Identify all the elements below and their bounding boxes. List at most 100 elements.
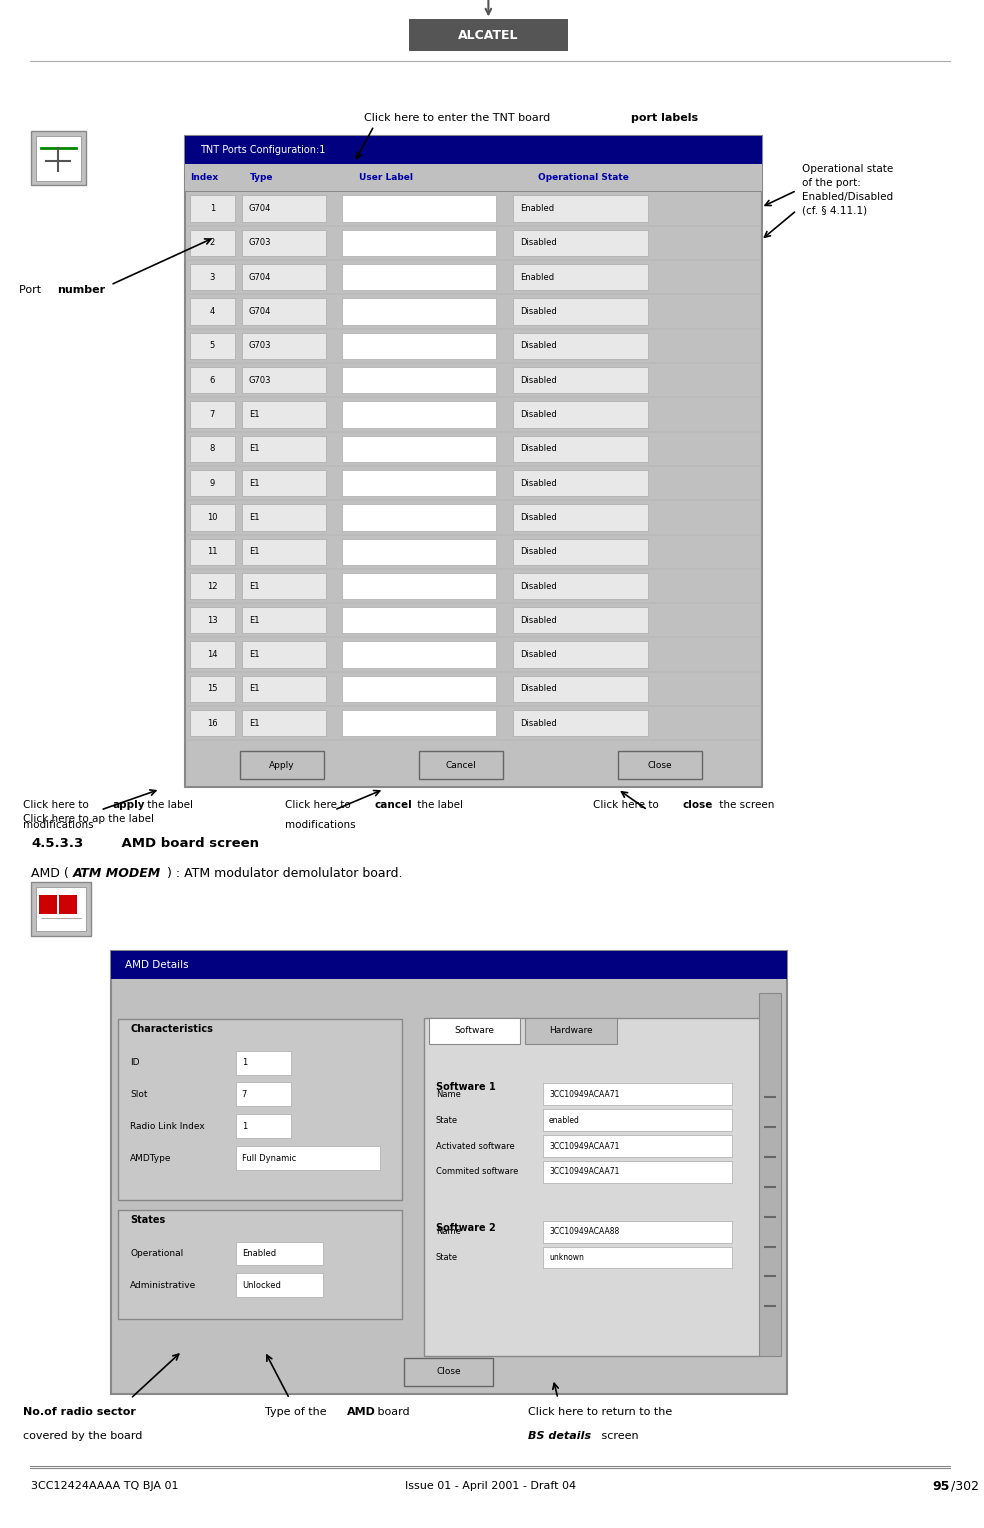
Text: 3CC12424AAAA TQ BJA 01: 3CC12424AAAA TQ BJA 01 <box>31 1481 178 1491</box>
Text: 5: 5 <box>210 341 215 350</box>
Text: 1: 1 <box>242 1057 247 1067</box>
Bar <box>342 367 496 393</box>
Bar <box>514 504 647 530</box>
Bar <box>36 886 86 932</box>
Bar <box>342 642 496 668</box>
Bar <box>424 1018 760 1355</box>
Text: E1: E1 <box>249 445 259 454</box>
Text: Disabled: Disabled <box>521 513 557 523</box>
Bar <box>118 1210 401 1319</box>
Bar <box>514 675 647 701</box>
Text: E1: E1 <box>249 718 259 727</box>
Text: Name: Name <box>436 1227 461 1236</box>
Bar <box>31 131 86 185</box>
Text: AMD (: AMD ( <box>31 866 69 880</box>
Text: E1: E1 <box>249 410 259 419</box>
Text: Type of the: Type of the <box>265 1407 330 1416</box>
Bar <box>408 20 568 52</box>
Bar <box>185 136 762 163</box>
Text: Disabled: Disabled <box>521 582 557 590</box>
Text: Commited software: Commited software <box>436 1167 518 1177</box>
Bar <box>190 675 235 701</box>
Text: Enabled: Enabled <box>242 1248 276 1258</box>
Text: Characteristics: Characteristics <box>131 1024 214 1034</box>
Bar <box>187 295 760 329</box>
Bar <box>242 196 327 222</box>
Bar <box>190 573 235 599</box>
Bar <box>514 538 647 565</box>
Bar <box>514 471 647 497</box>
Bar <box>543 1109 732 1131</box>
Text: covered by the board: covered by the board <box>23 1430 143 1441</box>
Text: Name: Name <box>436 1089 461 1099</box>
Text: Software: Software <box>455 1027 495 1036</box>
Bar <box>187 191 760 226</box>
Text: Disabled: Disabled <box>521 649 557 659</box>
Bar <box>342 471 496 497</box>
Text: 95: 95 <box>933 1479 950 1493</box>
Text: screen: screen <box>598 1430 639 1441</box>
Bar <box>187 604 760 637</box>
Text: Radio Link Index: Radio Link Index <box>131 1122 205 1131</box>
Bar <box>242 264 327 290</box>
Text: Disabled: Disabled <box>521 547 557 556</box>
Bar <box>185 163 762 191</box>
Bar <box>190 333 235 359</box>
Bar <box>190 471 235 497</box>
Bar <box>110 952 787 1394</box>
Text: board: board <box>374 1407 409 1416</box>
Text: 3CC10949ACAA88: 3CC10949ACAA88 <box>549 1227 619 1236</box>
Bar <box>36 136 81 180</box>
Bar <box>187 500 760 535</box>
Text: G704: G704 <box>249 307 272 316</box>
Bar <box>187 706 760 741</box>
Bar <box>514 196 647 222</box>
Text: 10: 10 <box>208 513 217 523</box>
Text: Apply: Apply <box>270 761 295 770</box>
Text: G704: G704 <box>249 272 272 281</box>
Bar <box>242 402 327 428</box>
Bar <box>242 573 327 599</box>
Text: Click here to: Click here to <box>592 801 662 810</box>
Text: 3CC10949ACAA71: 3CC10949ACAA71 <box>549 1089 620 1099</box>
Bar <box>242 711 327 736</box>
Bar <box>187 431 760 466</box>
Text: 3: 3 <box>210 272 215 281</box>
Text: Click here to ap the label: Click here to ap the label <box>23 814 154 824</box>
Text: Administrative: Administrative <box>131 1280 197 1290</box>
Bar <box>342 675 496 701</box>
Text: unknown: unknown <box>549 1253 584 1262</box>
Text: States: States <box>131 1215 165 1225</box>
Bar <box>242 435 327 461</box>
Text: E1: E1 <box>249 513 259 523</box>
Text: 4.5.3.3: 4.5.3.3 <box>31 837 84 850</box>
Text: 7: 7 <box>210 410 215 419</box>
Text: ALCATEL: ALCATEL <box>459 29 519 41</box>
Text: Slot: Slot <box>131 1089 148 1099</box>
Bar <box>190 642 235 668</box>
Bar <box>514 402 647 428</box>
Text: 15: 15 <box>208 685 217 694</box>
Bar <box>514 642 647 668</box>
Text: 1: 1 <box>242 1122 247 1131</box>
Bar <box>342 435 496 461</box>
Bar <box>342 333 496 359</box>
Text: enabled: enabled <box>549 1115 580 1125</box>
Bar <box>39 894 57 914</box>
Bar <box>187 260 760 295</box>
Text: State: State <box>436 1253 458 1262</box>
Text: modifications: modifications <box>284 821 355 830</box>
Bar <box>618 752 703 779</box>
Bar <box>759 993 780 1355</box>
Bar <box>525 1018 617 1044</box>
Bar <box>187 466 760 500</box>
Text: the screen: the screen <box>716 801 774 810</box>
Bar <box>118 1019 401 1199</box>
Text: close: close <box>682 801 712 810</box>
Text: Click here to enter the TNT board: Click here to enter the TNT board <box>364 113 554 122</box>
Text: AMD Details: AMD Details <box>125 960 189 970</box>
Text: Type: Type <box>250 173 274 182</box>
Text: No.of radio sector: No.of radio sector <box>23 1407 136 1416</box>
Bar <box>543 1221 732 1242</box>
Bar <box>543 1161 732 1183</box>
